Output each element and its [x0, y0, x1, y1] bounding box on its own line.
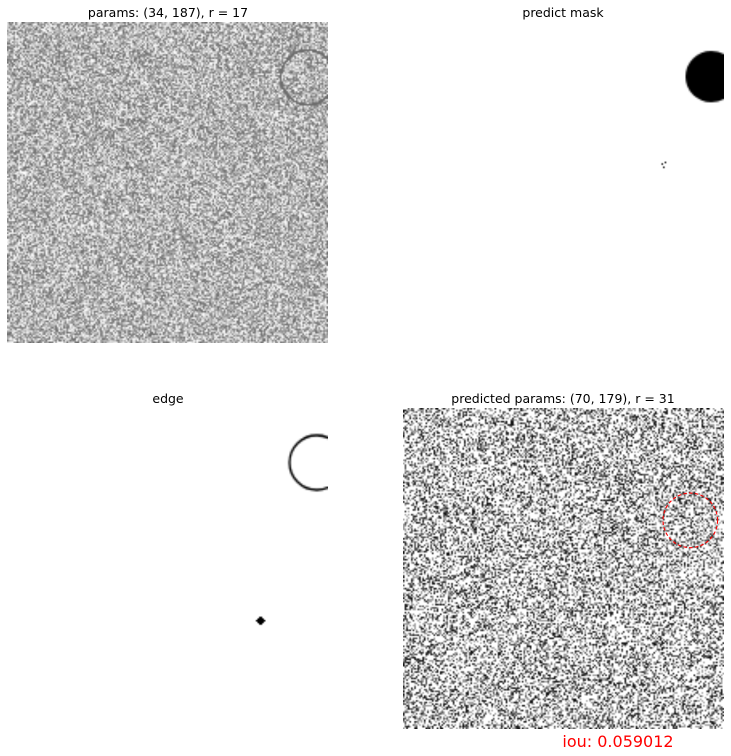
prediction-overlay — [662, 492, 719, 549]
panel-title-params: params: (34, 187), r = 17 — [87, 5, 249, 20]
noisy-input-image — [7, 22, 328, 343]
predict-mask-panel — [403, 22, 724, 343]
panel-title-edge: edge — [152, 391, 184, 406]
noisy-prediction-image — [403, 408, 724, 729]
edge-panel — [7, 408, 328, 729]
predicted-circle — [662, 492, 719, 549]
predicted-overlay-panel — [403, 408, 724, 729]
panel-title-predict-mask: predict mask — [522, 5, 604, 20]
input-image-panel — [7, 22, 328, 343]
panel-title-predicted-params: predicted params: (70, 179), r = 31 — [451, 391, 675, 406]
iou-label: iou: 0.059012 — [562, 732, 674, 751]
edge-image — [7, 408, 328, 729]
predict-mask-image — [403, 22, 724, 343]
